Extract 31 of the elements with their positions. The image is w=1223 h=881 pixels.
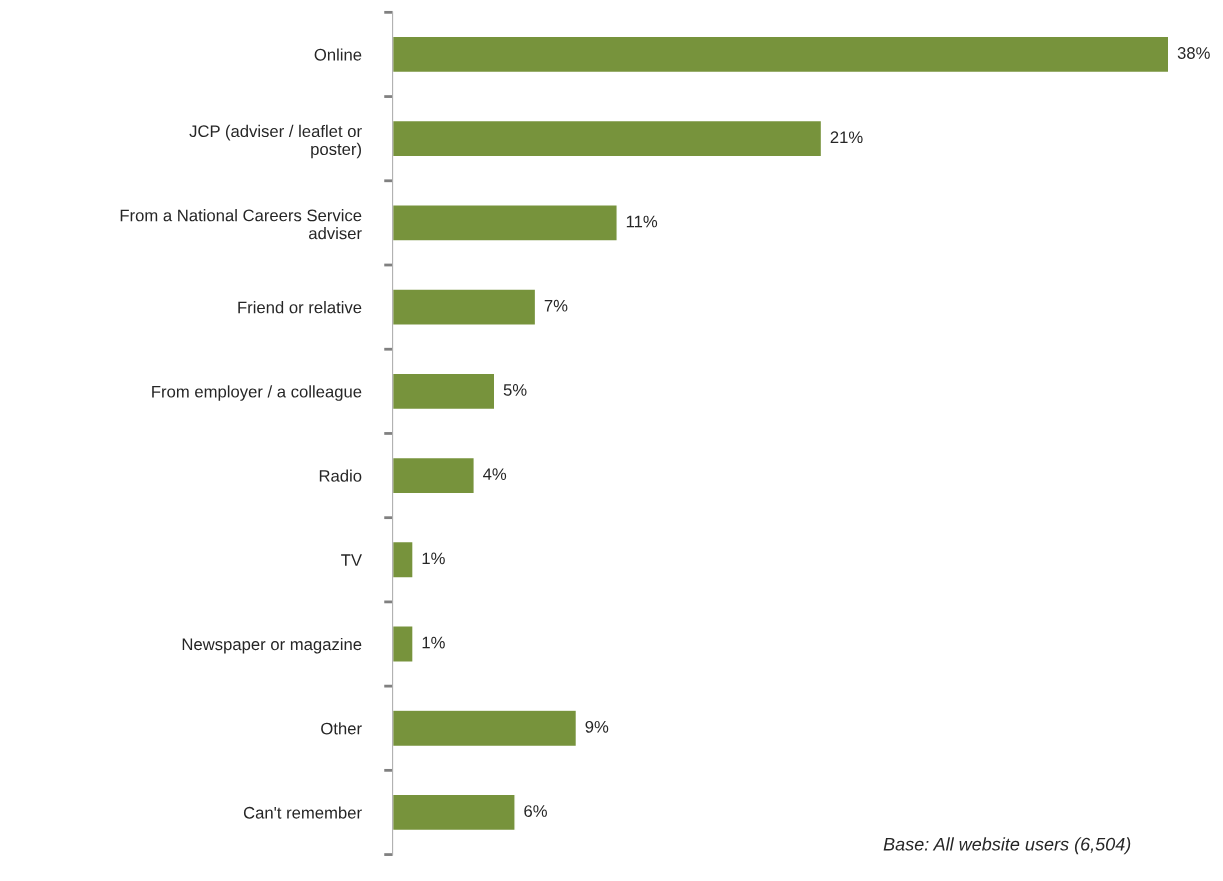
data-label: 6% — [524, 805, 547, 817]
bar — [392, 372, 496, 411]
data-label: 1% — [422, 552, 445, 565]
data-label: 9% — [585, 720, 609, 733]
bar — [392, 204, 618, 242]
y-tick-label: From employer / a colleague — [152, 385, 362, 401]
bar — [392, 540, 414, 579]
bar — [392, 456, 475, 495]
y-tick-label: TV — [341, 554, 362, 566]
y-tick-label: Newspaper or magazine — [182, 637, 362, 654]
data-label: 11% — [626, 215, 658, 228]
bar — [392, 288, 537, 326]
y-tick-label: Online — [314, 48, 362, 61]
data-label: 21% — [830, 131, 863, 144]
y-tick-label: Other — [321, 722, 362, 735]
bar — [392, 709, 578, 748]
data-label: 38% — [1177, 47, 1210, 59]
y-tick-label: Friend or relative — [238, 301, 362, 314]
bar — [392, 119, 823, 158]
y-tick-label: Radio — [319, 469, 362, 482]
bar — [392, 793, 516, 832]
data-label: 4% — [483, 468, 507, 480]
y-tick-label: From a National Careers Service adviser — [120, 209, 362, 240]
bar — [392, 625, 414, 663]
data-label: 5% — [503, 384, 527, 396]
data-label: 1% — [422, 636, 445, 649]
y-tick-label: Can't remember — [243, 806, 362, 819]
annotation: Base: All website users (6,504) — [883, 837, 1131, 855]
data-label: 7% — [544, 299, 568, 312]
bar — [392, 35, 1170, 74]
y-tick-label: JCP (adviser / leaflet or poster) — [189, 124, 362, 159]
